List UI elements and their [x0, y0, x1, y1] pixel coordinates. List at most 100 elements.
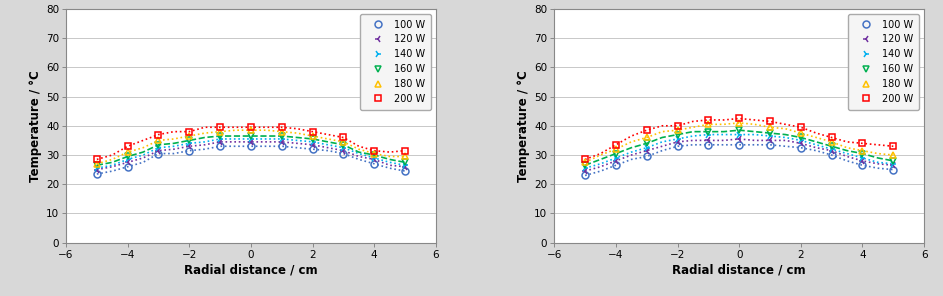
- 180 W: [369, 152, 380, 155]
- 180 W: [153, 139, 164, 142]
- 120 W: [153, 149, 164, 152]
- 200 W: [826, 136, 837, 139]
- 160 W: [887, 159, 899, 163]
- 120 W: [857, 159, 869, 163]
- 120 W: [734, 137, 745, 141]
- 100 W: [703, 143, 714, 147]
- 200 W: [214, 126, 225, 129]
- Line: 160 W: 160 W: [93, 133, 408, 169]
- 180 W: [91, 162, 103, 165]
- X-axis label: Radial distance / cm: Radial distance / cm: [672, 264, 806, 277]
- 200 W: [338, 136, 349, 139]
- 100 W: [765, 143, 776, 147]
- 100 W: [795, 146, 806, 149]
- 200 W: [122, 144, 133, 148]
- Legend: 100 W, 120 W, 140 W, 160 W, 180 W, 200 W: 100 W, 120 W, 140 W, 160 W, 180 W, 200 W: [848, 14, 919, 110]
- 200 W: [641, 128, 653, 132]
- 160 W: [734, 128, 745, 132]
- 160 W: [306, 137, 318, 141]
- 180 W: [765, 126, 776, 129]
- 160 W: [826, 144, 837, 148]
- 160 W: [276, 134, 288, 138]
- Y-axis label: Temperature / °C: Temperature / °C: [29, 70, 41, 182]
- 140 W: [184, 141, 195, 145]
- 200 W: [672, 124, 684, 128]
- 180 W: [734, 121, 745, 125]
- Line: 140 W: 140 W: [93, 136, 408, 172]
- 160 W: [91, 163, 103, 167]
- 140 W: [338, 146, 349, 149]
- 100 W: [214, 144, 225, 148]
- Legend: 100 W, 120 W, 140 W, 160 W, 180 W, 200 W: 100 W, 120 W, 140 W, 160 W, 180 W, 200 W: [360, 14, 431, 110]
- 140 W: [641, 146, 653, 149]
- 160 W: [703, 130, 714, 133]
- 100 W: [122, 165, 133, 168]
- 200 W: [734, 117, 745, 120]
- 180 W: [672, 128, 684, 132]
- 120 W: [795, 141, 806, 145]
- 120 W: [579, 169, 590, 173]
- 100 W: [579, 174, 590, 177]
- 140 W: [153, 146, 164, 149]
- 160 W: [857, 152, 869, 155]
- 120 W: [672, 140, 684, 144]
- 140 W: [795, 139, 806, 142]
- 100 W: [338, 152, 349, 155]
- Line: 120 W: 120 W: [93, 139, 408, 173]
- 180 W: [641, 136, 653, 139]
- 200 W: [579, 158, 590, 161]
- 140 W: [369, 156, 380, 160]
- Line: 200 W: 200 W: [93, 124, 408, 163]
- 200 W: [153, 133, 164, 136]
- 140 W: [214, 137, 225, 141]
- 200 W: [610, 143, 621, 147]
- 140 W: [122, 158, 133, 161]
- 160 W: [214, 134, 225, 138]
- 160 W: [184, 139, 195, 142]
- 180 W: [184, 134, 195, 138]
- Line: 100 W: 100 W: [93, 143, 408, 178]
- 160 W: [338, 143, 349, 147]
- 120 W: [122, 160, 133, 164]
- Line: 180 W: 180 W: [93, 127, 408, 167]
- 100 W: [276, 144, 288, 148]
- 140 W: [765, 134, 776, 138]
- 180 W: [214, 130, 225, 133]
- Line: 200 W: 200 W: [582, 115, 897, 163]
- 180 W: [276, 130, 288, 133]
- Line: 140 W: 140 W: [582, 131, 897, 172]
- 100 W: [184, 149, 195, 152]
- 140 W: [887, 162, 899, 165]
- 180 W: [795, 131, 806, 135]
- 200 W: [400, 149, 411, 152]
- 140 W: [610, 156, 621, 160]
- 140 W: [857, 156, 869, 160]
- 160 W: [400, 160, 411, 164]
- 100 W: [857, 163, 869, 167]
- 100 W: [610, 163, 621, 167]
- 160 W: [672, 133, 684, 136]
- 140 W: [826, 147, 837, 151]
- 200 W: [795, 126, 806, 129]
- 160 W: [153, 143, 164, 147]
- 120 W: [276, 140, 288, 144]
- 200 W: [703, 118, 714, 122]
- 160 W: [579, 163, 590, 167]
- 120 W: [338, 149, 349, 152]
- 120 W: [826, 149, 837, 152]
- 100 W: [641, 155, 653, 158]
- 120 W: [306, 143, 318, 147]
- 140 W: [672, 137, 684, 141]
- 100 W: [826, 153, 837, 157]
- 200 W: [857, 141, 869, 145]
- 120 W: [400, 165, 411, 168]
- 120 W: [245, 140, 256, 144]
- 140 W: [703, 133, 714, 136]
- 200 W: [91, 158, 103, 161]
- 180 W: [122, 150, 133, 154]
- 180 W: [826, 140, 837, 144]
- 160 W: [641, 141, 653, 145]
- 100 W: [369, 162, 380, 165]
- 180 W: [857, 149, 869, 152]
- 160 W: [795, 136, 806, 139]
